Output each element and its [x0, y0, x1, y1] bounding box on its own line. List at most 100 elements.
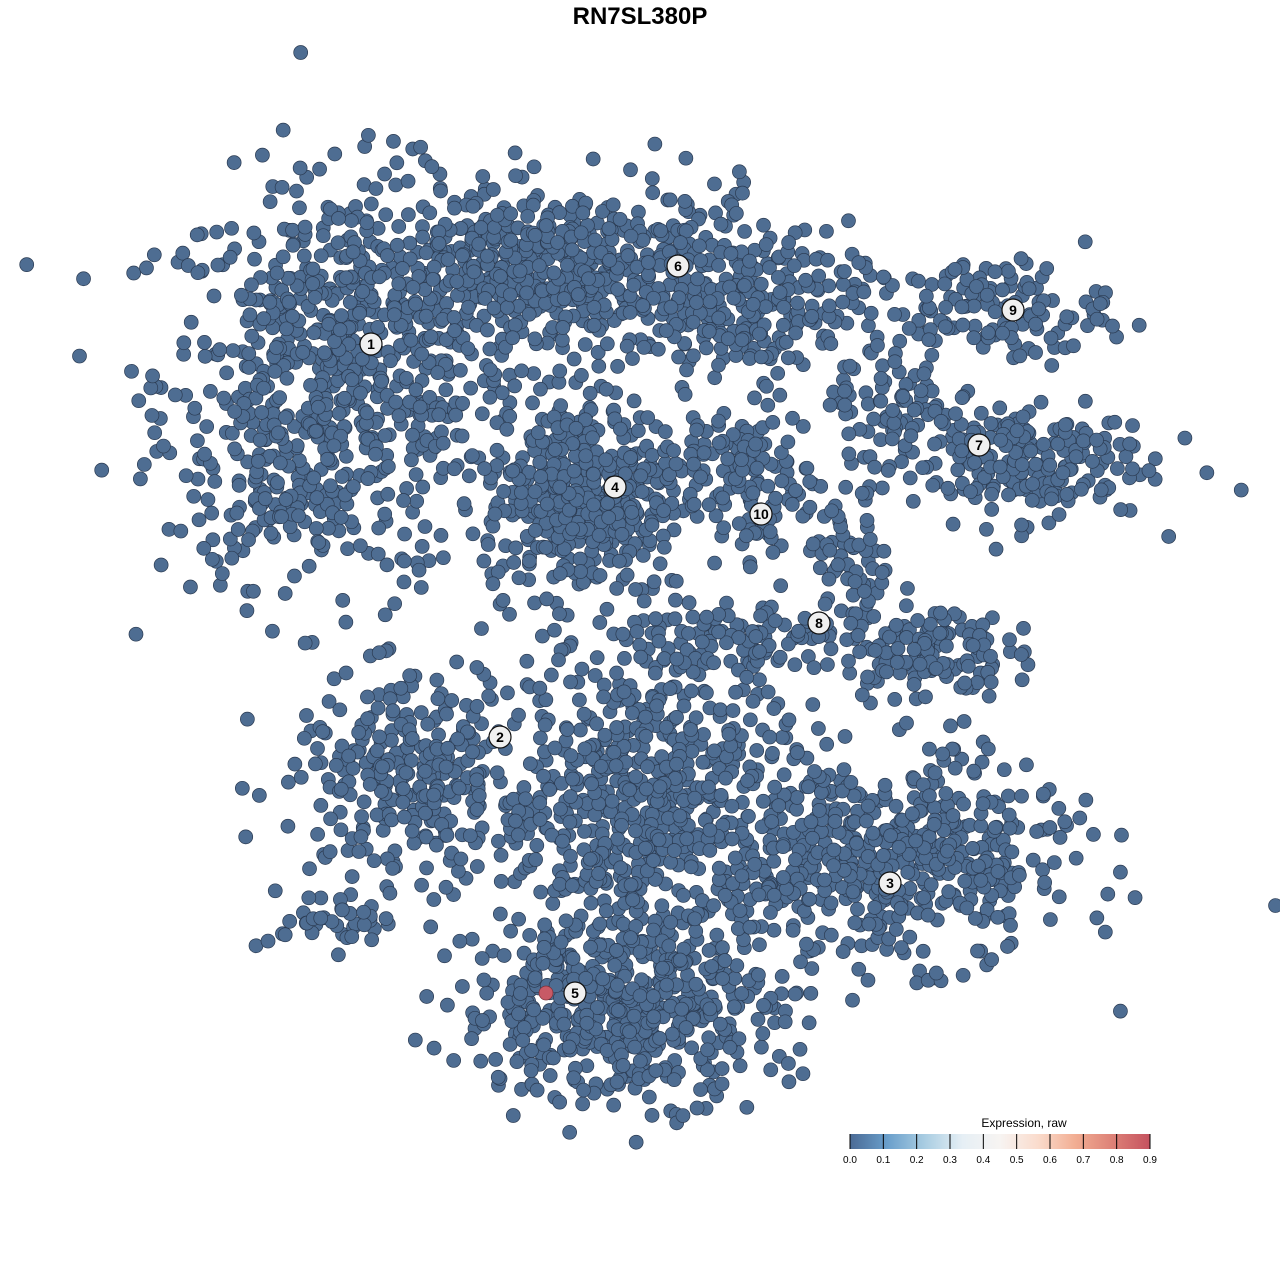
- data-point: [725, 703, 741, 718]
- data-point: [666, 1072, 682, 1088]
- data-point: [277, 927, 293, 943]
- data-point: [671, 290, 687, 306]
- data-point: [648, 1063, 664, 1078]
- data-point: [923, 877, 939, 893]
- cluster-label-badge: [967, 433, 991, 457]
- data-point: [955, 317, 971, 333]
- data-point: [519, 653, 535, 669]
- data-point: [677, 193, 693, 209]
- data-point: [482, 389, 498, 405]
- data-point: [183, 579, 198, 595]
- data-point: [633, 468, 649, 484]
- data-point: [742, 712, 758, 728]
- data-point: [838, 479, 854, 495]
- data-point: [481, 688, 497, 704]
- data-point: [820, 657, 835, 672]
- data-point: [785, 410, 800, 426]
- data-point: [812, 560, 828, 576]
- colorbar-tick-label: 0.8: [1110, 1155, 1124, 1166]
- data-point: [775, 839, 791, 855]
- data-point: [625, 351, 640, 366]
- data-point: [668, 573, 684, 589]
- data-point: [646, 922, 661, 938]
- data-point: [433, 528, 449, 543]
- data-point: [278, 410, 293, 425]
- data-point: [787, 986, 803, 1002]
- data-point: [538, 540, 554, 555]
- data-point: [1036, 436, 1051, 452]
- data-point: [707, 176, 722, 192]
- data-point: [826, 842, 842, 858]
- data-point: [990, 864, 1006, 879]
- data-point: [647, 136, 663, 152]
- data-point: [781, 235, 796, 250]
- data-point: [644, 517, 660, 533]
- data-point: [334, 902, 350, 918]
- data-point: [906, 402, 922, 418]
- data-point: [1268, 898, 1280, 913]
- data-point: [734, 868, 750, 884]
- data-point: [772, 284, 788, 300]
- data-point: [351, 725, 367, 740]
- data-point: [966, 298, 982, 314]
- data-point: [1009, 423, 1025, 439]
- data-point: [903, 428, 919, 444]
- data-point: [591, 527, 607, 543]
- data-point: [403, 332, 419, 348]
- data-point: [685, 314, 701, 330]
- data-point: [240, 711, 255, 727]
- data-point: [804, 309, 820, 324]
- data-point: [827, 814, 843, 829]
- data-point: [988, 541, 1004, 557]
- data-point: [1013, 251, 1029, 266]
- data-point: [811, 721, 826, 736]
- data-point: [674, 1001, 690, 1017]
- data-point: [739, 1099, 755, 1115]
- data-point: [197, 335, 212, 350]
- data-point: [522, 756, 538, 772]
- data-point: [778, 334, 794, 350]
- data-point: [721, 726, 737, 742]
- data-point: [287, 756, 303, 772]
- data-point: [510, 827, 526, 843]
- data-point: [446, 310, 462, 325]
- data-point: [507, 145, 523, 161]
- data-point: [431, 236, 447, 251]
- data-point: [948, 406, 963, 422]
- data-point: [1021, 281, 1037, 297]
- data-point: [527, 484, 543, 500]
- data-point: [866, 411, 881, 427]
- data-point: [918, 288, 934, 304]
- data-point: [285, 237, 301, 253]
- data-point: [633, 649, 649, 665]
- data-point: [360, 471, 376, 486]
- data-point: [573, 722, 588, 738]
- data-point: [830, 557, 846, 573]
- data-point: [862, 531, 878, 547]
- data-point: [758, 299, 774, 315]
- data-point: [485, 518, 501, 534]
- data-point: [780, 434, 796, 450]
- data-point: [227, 441, 242, 457]
- data-point: [435, 435, 451, 451]
- data-point: [419, 860, 434, 876]
- data-point: [690, 271, 705, 287]
- data-point: [426, 892, 442, 907]
- data-point: [565, 521, 580, 537]
- cluster-label: 6: [674, 258, 682, 274]
- data-point: [222, 531, 238, 547]
- data-point: [658, 719, 674, 735]
- data-point: [246, 225, 262, 241]
- data-point: [519, 285, 535, 301]
- data-point: [474, 951, 490, 966]
- data-point: [965, 638, 981, 653]
- data-point: [614, 526, 630, 542]
- data-point: [888, 617, 904, 633]
- data-point: [385, 861, 400, 876]
- data-point: [731, 1031, 747, 1047]
- data-point: [945, 516, 961, 532]
- data-point: [1012, 867, 1027, 883]
- data-point: [656, 539, 672, 555]
- data-point: [417, 519, 433, 534]
- data-point: [940, 843, 955, 859]
